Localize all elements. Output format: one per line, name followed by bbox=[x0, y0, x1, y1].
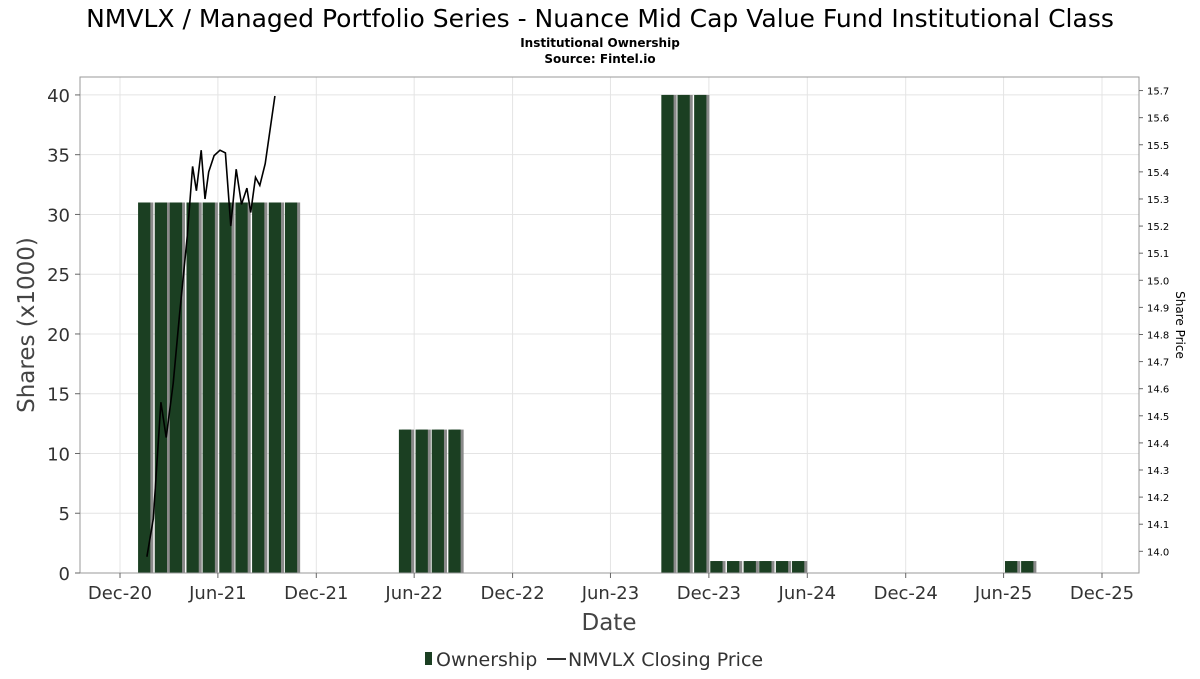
ownership-bar bbox=[398, 429, 412, 573]
ownership-bar bbox=[710, 561, 723, 573]
ownership-bar bbox=[743, 561, 756, 573]
ownership-bar bbox=[1004, 561, 1018, 573]
right-tick-label: 14.6 bbox=[1147, 385, 1169, 396]
ownership-bar bbox=[1021, 561, 1034, 573]
x-tick-label: Dec-24 bbox=[874, 583, 938, 604]
y-tick-label: 15 bbox=[47, 385, 70, 406]
x-tick-label: Dec-22 bbox=[480, 583, 544, 604]
ownership-bar bbox=[759, 561, 772, 573]
right-tick-label: 14.4 bbox=[1147, 439, 1169, 450]
right-tick-label: 15.3 bbox=[1147, 195, 1169, 206]
x-tick-label: Dec-23 bbox=[677, 583, 741, 604]
legend-ownership-label: Ownership bbox=[436, 649, 537, 671]
ownership-bar bbox=[415, 429, 428, 573]
right-tick-label: 15.6 bbox=[1147, 114, 1169, 125]
ownership-bar bbox=[792, 561, 805, 573]
y-tick-label: 5 bbox=[59, 504, 70, 525]
right-tick-label: 14.8 bbox=[1147, 330, 1169, 341]
right-tick-label: 14.1 bbox=[1147, 520, 1169, 531]
y-tick-label: 0 bbox=[59, 564, 70, 585]
ownership-bar bbox=[186, 202, 199, 574]
right-tick-label: 15.4 bbox=[1147, 168, 1169, 179]
legend-price-label: NMVLX Closing Price bbox=[568, 649, 763, 671]
ownership-bar bbox=[219, 202, 232, 574]
y-tick-label: 35 bbox=[47, 146, 70, 167]
price-line-path bbox=[146, 95, 276, 557]
legend-ownership-swatch bbox=[425, 652, 432, 665]
x-tick-label: Dec-25 bbox=[1070, 583, 1134, 604]
ownership-bar bbox=[726, 561, 740, 573]
right-tick-label: 14.2 bbox=[1147, 493, 1169, 504]
x-tick-label: Jun-21 bbox=[188, 583, 247, 604]
ownership-bar bbox=[202, 202, 215, 574]
x-tick-label: Jun-22 bbox=[384, 583, 443, 604]
right-axis-ticks: 14.0 14.1 14.2 14.3 14.4 14.5 14.6 14.7 14.8 14.9… bbox=[1139, 87, 1169, 558]
right-tick-label: 15.7 bbox=[1147, 87, 1169, 98]
y-tick-label: 10 bbox=[47, 444, 70, 465]
x-tick-label: Dec-20 bbox=[88, 583, 152, 604]
ownership-bar bbox=[448, 429, 461, 573]
ownership-bar bbox=[252, 202, 265, 574]
ownership-bar bbox=[138, 202, 151, 574]
x-tick-label: Jun-24 bbox=[778, 583, 837, 604]
ownership-bar bbox=[661, 94, 674, 574]
ownership-bar bbox=[677, 94, 690, 574]
x-tick-label: Dec-21 bbox=[284, 583, 348, 604]
ownership-bar bbox=[268, 202, 282, 574]
right-tick-label: 14.9 bbox=[1147, 303, 1169, 314]
y-axis-ticks: 0 5 10 15 20 25 30 35 40 bbox=[47, 86, 80, 585]
right-tick-label: 14.5 bbox=[1147, 412, 1169, 423]
legend: Ownership NMVLX Closing Price bbox=[425, 649, 763, 671]
x-tick-label: Jun-23 bbox=[581, 583, 640, 604]
ownership-bar bbox=[694, 94, 707, 574]
ownership-bar bbox=[154, 202, 168, 574]
x-axis-ticks: Dec-20 Jun-21 Dec-21 Jun-22 Dec-22 Jun-23 Dec-… bbox=[88, 573, 1134, 604]
y-tick-label: 40 bbox=[47, 86, 70, 107]
right-tick-label: 14.7 bbox=[1147, 358, 1169, 369]
right-axis-label: Share Price bbox=[1173, 291, 1187, 359]
plot-frame bbox=[79, 76, 1140, 574]
y-tick-label: 25 bbox=[47, 265, 70, 286]
right-tick-label: 15.0 bbox=[1147, 276, 1169, 287]
ownership-bar bbox=[235, 202, 248, 574]
right-tick-label: 15.2 bbox=[1147, 222, 1169, 233]
right-tick-label: 14.0 bbox=[1147, 547, 1169, 558]
ownership-bars bbox=[138, 94, 1037, 574]
price-line bbox=[146, 95, 276, 557]
chart-source: Source: Fintel.io bbox=[544, 52, 655, 66]
right-tick-label: 14.3 bbox=[1147, 466, 1169, 477]
y-tick-label: 20 bbox=[47, 325, 70, 346]
ownership-bar bbox=[169, 202, 183, 574]
x-axis-label: Date bbox=[582, 610, 637, 636]
ownership-bar bbox=[775, 561, 789, 573]
y-tick-label: 30 bbox=[47, 205, 70, 226]
chart-subtitle: Institutional Ownership bbox=[520, 36, 680, 50]
chart-title: NMVLX / Managed Portfolio Series - Nuanc… bbox=[86, 4, 1114, 33]
right-tick-label: 15.5 bbox=[1147, 141, 1169, 152]
y-axis-label: Shares (x1000) bbox=[14, 237, 40, 413]
ownership-bar bbox=[431, 429, 444, 573]
right-tick-label: 15.1 bbox=[1147, 249, 1169, 260]
x-tick-label: Jun-25 bbox=[974, 583, 1033, 604]
ownership-bar bbox=[284, 202, 298, 574]
